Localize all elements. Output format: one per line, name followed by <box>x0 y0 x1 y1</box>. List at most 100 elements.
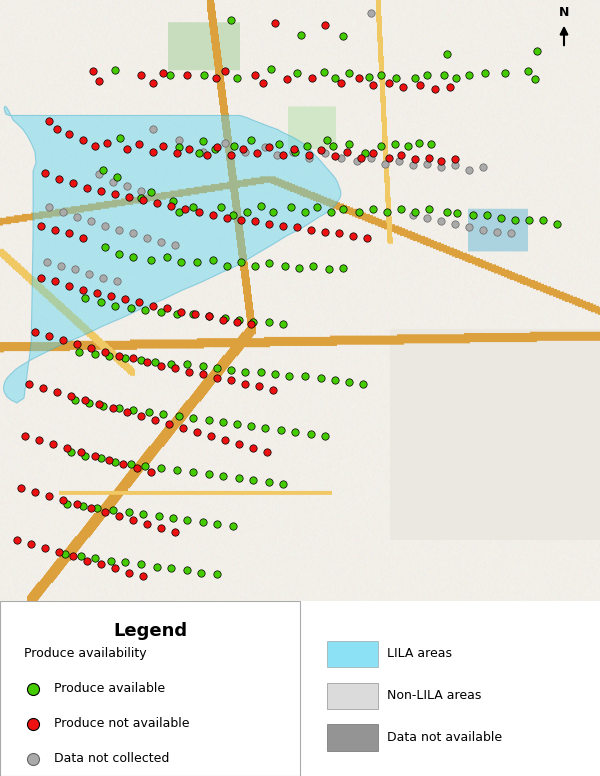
Point <box>86 341 96 354</box>
Point <box>138 570 148 582</box>
Point <box>128 404 138 417</box>
Point <box>136 185 146 197</box>
Point <box>232 72 242 85</box>
Point <box>290 425 300 438</box>
Point <box>176 255 186 268</box>
Point <box>478 223 488 236</box>
Point <box>236 255 246 268</box>
Point <box>66 446 76 459</box>
Point <box>254 380 264 393</box>
Point <box>136 69 146 81</box>
Point <box>366 151 376 164</box>
Point <box>256 199 266 212</box>
Point <box>184 365 194 378</box>
Point <box>330 72 340 85</box>
Point <box>50 223 60 236</box>
Point <box>120 352 130 364</box>
Point <box>82 182 92 194</box>
Point <box>366 7 376 19</box>
Point <box>294 262 304 274</box>
Point <box>188 412 198 424</box>
Point <box>256 365 266 378</box>
Point <box>296 29 306 41</box>
Point <box>482 209 492 221</box>
Point <box>64 127 74 140</box>
Point <box>174 133 184 146</box>
Point <box>165 69 175 81</box>
Point <box>232 417 242 430</box>
Point <box>258 77 268 89</box>
Point <box>391 72 401 85</box>
Point <box>236 213 246 226</box>
Point <box>102 137 112 149</box>
Point <box>336 151 346 164</box>
Point <box>112 275 122 288</box>
Point <box>403 140 413 152</box>
Point <box>148 300 158 312</box>
Point <box>212 518 222 531</box>
Point <box>338 30 348 43</box>
Point <box>286 201 296 213</box>
Point <box>190 308 200 320</box>
Point <box>268 206 278 218</box>
Point <box>218 470 228 483</box>
Point <box>410 72 420 85</box>
Point <box>42 255 52 268</box>
Point <box>552 217 562 230</box>
Point <box>396 203 406 216</box>
Point <box>172 464 182 476</box>
Point <box>156 236 166 248</box>
Point <box>50 275 60 288</box>
Point <box>506 227 516 240</box>
Point <box>226 149 236 161</box>
Point <box>324 263 334 275</box>
Point <box>304 151 314 164</box>
Point <box>464 164 474 176</box>
Point <box>24 377 34 390</box>
Point <box>48 438 58 450</box>
Point <box>270 16 280 29</box>
Point <box>292 221 302 234</box>
Point <box>426 138 436 151</box>
Point <box>445 81 455 93</box>
Point <box>142 518 152 531</box>
Point <box>30 326 40 338</box>
Point <box>170 362 180 374</box>
Point <box>338 262 348 274</box>
Point <box>306 223 316 236</box>
Point <box>204 310 214 322</box>
Point <box>242 206 252 218</box>
Point <box>320 19 330 32</box>
Point <box>124 506 134 518</box>
Point <box>284 369 294 382</box>
Point <box>220 434 230 446</box>
Point <box>260 141 270 154</box>
Point <box>278 317 288 330</box>
Point <box>98 272 108 284</box>
Point <box>40 167 50 179</box>
Point <box>194 147 204 160</box>
Point <box>120 293 130 306</box>
Point <box>198 368 208 380</box>
Point <box>538 213 548 226</box>
Point <box>198 145 208 158</box>
Point <box>316 372 326 384</box>
Point <box>90 552 100 564</box>
Point <box>264 316 274 328</box>
Point <box>126 302 136 314</box>
Point <box>226 14 236 26</box>
Point <box>36 220 46 232</box>
Point <box>248 316 258 328</box>
Point <box>100 506 110 518</box>
Point <box>218 416 228 428</box>
Point <box>104 350 114 362</box>
Point <box>390 138 400 151</box>
Point <box>208 209 218 221</box>
Point <box>436 161 446 173</box>
Text: N: N <box>559 6 569 19</box>
Point <box>108 175 118 188</box>
Point <box>54 546 64 558</box>
Point <box>188 308 198 320</box>
Point <box>408 209 418 221</box>
Point <box>274 138 284 151</box>
